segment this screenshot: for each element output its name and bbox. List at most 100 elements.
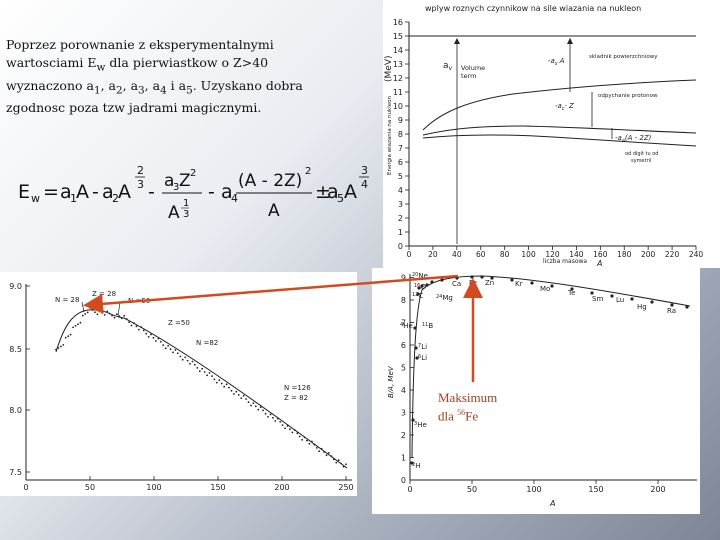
tick-n50 [117,301,121,317]
left-data-point [191,360,194,363]
left-data-point [118,315,121,318]
right-data-point [650,300,654,304]
left-data-point [342,465,345,468]
left-y-tick-label: 8.5 [9,345,22,354]
top-chart-xvar: A [596,259,602,268]
left-data-point [233,393,235,395]
top-y-tick-label: 14 [393,46,403,55]
right-y-tick-label: 5 [401,364,406,373]
left-data-point [228,386,230,389]
formula-exp-num: 2 [137,164,144,177]
label-b: 11B [422,322,433,330]
right-y-tick-label: 4 [401,386,406,395]
left-data-point [306,439,308,442]
formula-s1: 1 [70,192,77,205]
left-data-point [194,363,196,366]
left-x-tick-label: 150 [210,483,225,492]
left-data-point [74,325,77,327]
top-chart-x-ticks: 0 20 40 60 80 100 120 140 160 180 200 220 240 [407,246,703,259]
label-he3: 3He [414,421,427,429]
intro-line-3: wyznaczono a1, a2, a3, a4 i a5. Uzyskano… [6,77,303,97]
label-he4: 4He [400,322,413,330]
top-y-tick-label: 2 [398,214,403,223]
left-data-point [245,398,248,400]
intro-line-3c: . Uzyskano dobra [192,77,303,93]
formula-a4: a [221,181,233,203]
left-data-point [213,378,216,381]
left-data-point [337,459,340,462]
volume-label-1: Volume [461,64,485,72]
left-data-point [172,351,174,354]
left-data-point [296,432,299,435]
left-data-point [250,404,252,407]
left-data-point [184,356,187,359]
left-data-point [96,313,99,316]
maximum-line-2: dla 56Fe [438,408,479,424]
top-y-tick-label: 15 [393,32,403,41]
label-sm: Sm [592,295,603,303]
tick-n28 [81,301,85,313]
left-data-point [72,326,74,329]
right-data-point [530,281,534,285]
right-y-tick-label: 9 [401,274,406,283]
left-data-point [145,332,148,335]
right-data-point [670,303,674,307]
left-data-point [142,329,145,332]
right-data-point [440,278,444,282]
surface-label: skladnik powierzchniowy [589,54,658,60]
left-data-point [252,402,255,404]
left-data-point [108,312,111,315]
right-data-point [610,294,614,298]
right-chart-points [410,275,689,465]
left-data-point [298,435,301,438]
left-data-point [230,389,233,392]
left-data-point [133,322,135,324]
left-data-point [189,362,191,365]
asym-label-1: od digit tu od [625,151,658,157]
top-y-tick-label: 3 [398,200,403,209]
top-y-tick-label: 5 [398,172,403,181]
left-data-point [240,397,243,399]
left-data-point [162,344,165,346]
formula-a5: a [327,181,339,203]
left-data-point [208,372,211,374]
right-data-point [411,418,415,422]
left-data-point [303,436,306,439]
left-data-point [116,313,118,316]
formula-frac1-a: a [164,171,174,191]
intro-line-4: zgodnosc poza tzw jadrami magicznymi. [6,100,262,115]
left-data-point [281,424,284,426]
top-y-tick-label: 7 [398,144,403,153]
label-mg: 24Mg [436,294,453,302]
left-data-point [330,455,333,457]
left-data-point [254,405,257,408]
top-x-tick-label: 0 [407,250,412,259]
formula-minus-3: - [208,181,215,203]
formula-frac1-s3: 3 [173,182,179,193]
formula-pm: ± [315,181,331,203]
top-y-tick-label: 9 [398,116,403,125]
left-data-point [64,336,67,339]
top-y-tick-label: 0 [398,242,403,251]
top-y-tick-label: 6 [398,158,403,167]
left-x-tick-label: 0 [23,483,28,492]
left-chart-x-ticks: 0 50 100 150 200 250 [23,476,354,492]
binding-energy-formula: E w = a 1 A - a 2 A 2 3 - a 3 Z 2 A 1 3 … [18,164,369,223]
left-chart: 9.0 8.5 8.0 7.5 0 50 100 150 200 250 N = 28 Z = … [9,282,354,492]
left-data-point [291,431,294,434]
volume-arrow-head [454,38,460,44]
left-data-point [242,394,245,397]
top-x-tick-label: 60 [476,250,486,259]
left-data-point [284,427,286,430]
top-y-tick-label: 12 [393,74,403,83]
coulomb-label: odpychanie protonow [598,93,658,99]
left-data-point [140,326,143,329]
left-data-point [335,461,338,464]
top-x-tick-label: 220 [665,250,680,259]
left-data-point [301,438,303,441]
left-data-point [223,385,226,388]
left-data-point [323,451,325,453]
left-data-point [218,379,221,382]
